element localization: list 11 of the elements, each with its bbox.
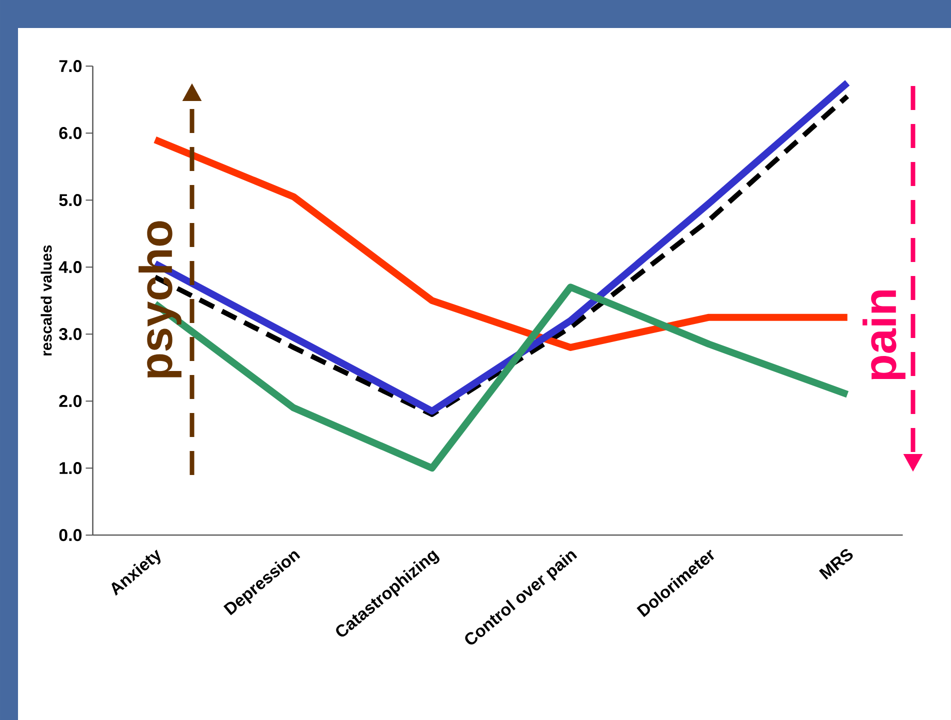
y-tick-label: 1.0 [60, 462, 82, 474]
y-tick-label: 4.0 [58, 261, 82, 274]
y-tick-label: 3.0 [59, 328, 82, 340]
y-tick-label: 6.0 [59, 127, 82, 140]
y-tick-label: 0.0 [59, 529, 82, 542]
annotation: psycho [138, 221, 182, 378]
annotation: pain [862, 290, 906, 380]
y-tick-label: 7.0 [59, 60, 82, 72]
y-tick-label: 5.0 [59, 194, 82, 206]
y-axis-title: rescaled values [40, 245, 52, 356]
y-tick-label: 2.0 [59, 395, 82, 408]
